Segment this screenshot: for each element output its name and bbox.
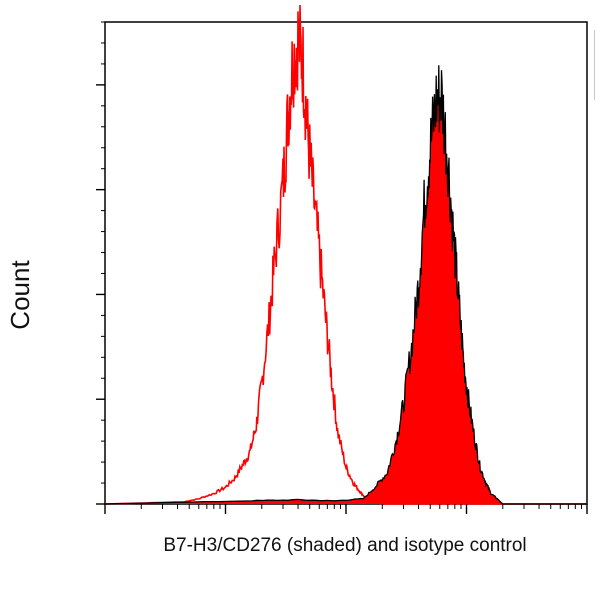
edge-divider: [594, 30, 600, 100]
series-layer: [104, 4, 587, 505]
plot-frame: [104, 21, 588, 505]
series-shaded-fill: [105, 65, 587, 505]
series-shaded-outline: [104, 65, 587, 505]
y-axis-label: Count: [4, 260, 35, 330]
x-axis-label: B7-H3/CD276 (shaded) and isotype control: [163, 535, 527, 556]
axis-layer: [96, 21, 588, 514]
series-isotype-line: [104, 4, 587, 505]
